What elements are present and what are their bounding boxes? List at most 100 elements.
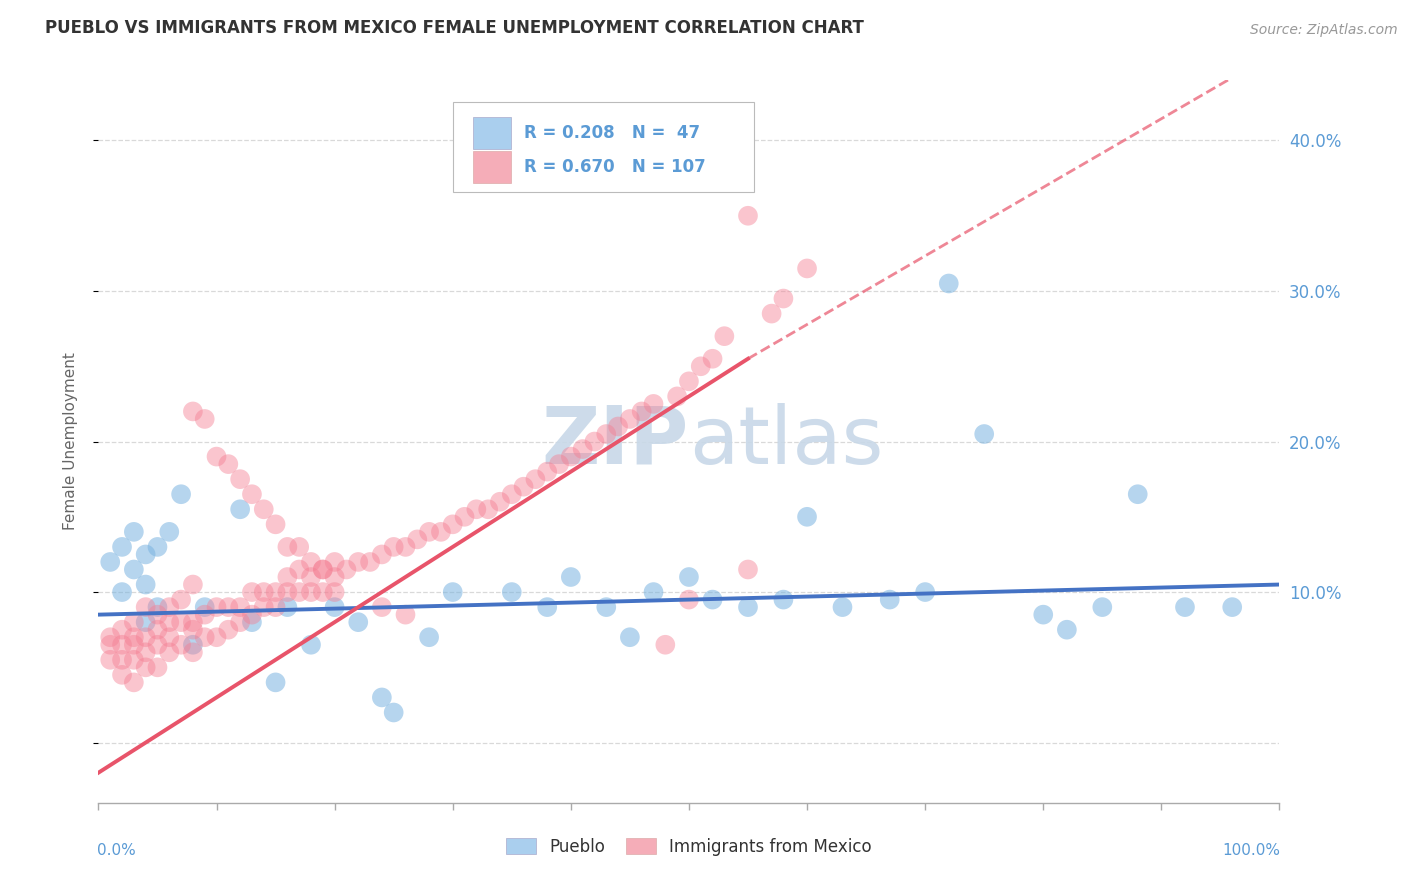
Point <box>135 615 157 630</box>
Legend: Pueblo, Immigrants from Mexico: Pueblo, Immigrants from Mexico <box>506 838 872 856</box>
Point <box>157 645 180 659</box>
Point <box>713 329 735 343</box>
Text: atlas: atlas <box>689 402 883 481</box>
Point <box>678 374 700 388</box>
Point <box>548 457 571 471</box>
Point <box>323 570 346 584</box>
Point <box>122 653 145 667</box>
Point <box>430 524 453 539</box>
Point <box>229 600 252 615</box>
Point <box>571 442 593 456</box>
Point <box>512 480 534 494</box>
Point <box>654 638 676 652</box>
Point <box>111 540 134 554</box>
Point <box>98 653 121 667</box>
Point <box>666 389 689 403</box>
Point <box>382 540 405 554</box>
Point <box>111 638 134 652</box>
Point <box>122 524 145 539</box>
Point <box>371 690 394 705</box>
Point <box>157 615 180 630</box>
Point <box>170 487 193 501</box>
Point <box>406 533 429 547</box>
Point <box>312 562 335 576</box>
Point <box>146 638 169 652</box>
Point <box>761 307 783 321</box>
Point <box>1032 607 1054 622</box>
Point <box>194 412 217 426</box>
Point <box>477 502 499 516</box>
Point <box>772 292 794 306</box>
Point <box>111 623 134 637</box>
Point <box>689 359 711 374</box>
Point <box>264 585 287 599</box>
Point <box>240 585 263 599</box>
Point <box>560 570 582 584</box>
Point <box>583 434 606 449</box>
Point <box>595 427 617 442</box>
Point <box>702 592 724 607</box>
Point <box>1220 600 1243 615</box>
Point <box>111 668 134 682</box>
Point <box>122 675 145 690</box>
Point <box>595 600 617 615</box>
Point <box>914 585 936 599</box>
Point <box>122 630 145 644</box>
Point <box>264 517 287 532</box>
Point <box>1091 600 1114 615</box>
Point <box>122 562 145 576</box>
Point <box>135 577 157 591</box>
Point <box>170 638 193 652</box>
FancyBboxPatch shape <box>453 102 754 193</box>
Point <box>135 548 157 562</box>
Point <box>240 615 263 630</box>
Point <box>135 645 157 659</box>
Point <box>181 645 204 659</box>
Point <box>217 457 239 471</box>
Y-axis label: Female Unemployment: Female Unemployment <box>63 352 77 531</box>
Point <box>831 600 853 615</box>
Point <box>181 615 204 630</box>
Point <box>181 623 204 637</box>
Point <box>323 555 346 569</box>
Point <box>253 600 276 615</box>
Point <box>772 592 794 607</box>
Point <box>264 600 287 615</box>
Point <box>299 585 322 599</box>
Point <box>288 562 311 576</box>
Point <box>98 638 121 652</box>
Point <box>288 540 311 554</box>
FancyBboxPatch shape <box>472 117 510 149</box>
Point <box>194 600 217 615</box>
Point <box>501 585 523 599</box>
Point <box>359 555 381 569</box>
Point <box>146 600 169 615</box>
Point <box>111 653 134 667</box>
Point <box>181 577 204 591</box>
Point <box>347 555 370 569</box>
Point <box>181 638 204 652</box>
Point <box>146 607 169 622</box>
Point <box>98 555 121 569</box>
Point <box>253 585 276 599</box>
Point <box>619 412 641 426</box>
Text: ZIP: ZIP <box>541 402 689 481</box>
Point <box>1126 487 1149 501</box>
Point <box>276 600 298 615</box>
Point <box>737 562 759 576</box>
Point <box>146 623 169 637</box>
Point <box>157 630 180 644</box>
Point <box>702 351 724 366</box>
Point <box>146 540 169 554</box>
Point <box>240 487 263 501</box>
Point <box>217 600 239 615</box>
Point <box>276 570 298 584</box>
Point <box>796 509 818 524</box>
Point <box>737 600 759 615</box>
Point <box>299 555 322 569</box>
Point <box>253 502 276 516</box>
Point <box>157 600 180 615</box>
Point <box>312 585 335 599</box>
Point <box>205 600 228 615</box>
Point <box>276 540 298 554</box>
